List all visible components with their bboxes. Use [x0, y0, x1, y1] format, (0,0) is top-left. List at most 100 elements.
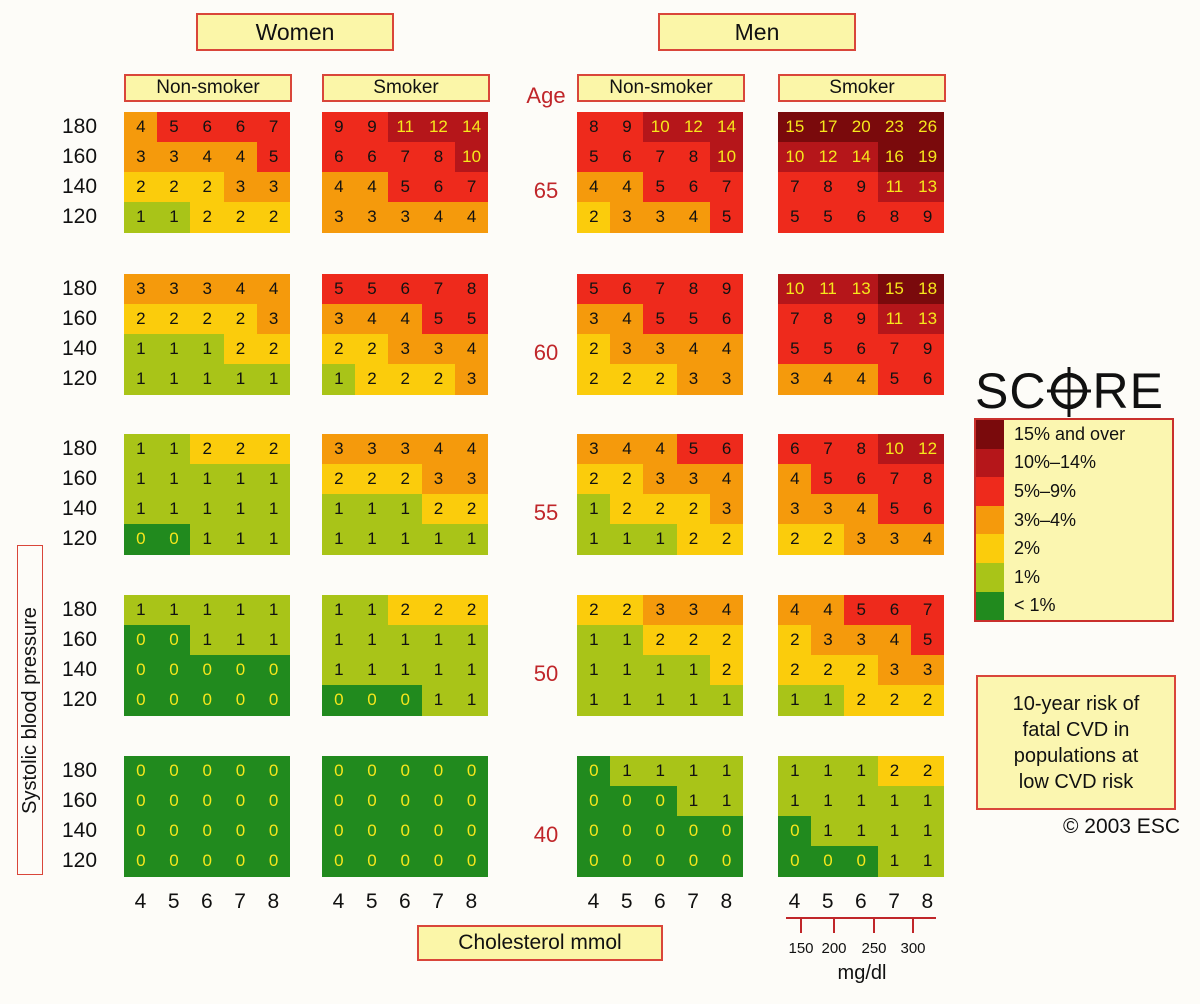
risk-cell: 4 [454, 334, 489, 365]
cholesterol-tick-label: 6 [201, 890, 213, 913]
sbp-axis-label: Systolic blood pressure [17, 545, 43, 875]
risk-cell: 9 [322, 112, 356, 143]
risk-cell: 9 [910, 334, 945, 365]
risk-cell: 2 [811, 524, 845, 555]
legend-item: 15% and over [976, 420, 1172, 449]
risk-cell: 0 [388, 786, 423, 817]
risk-cell: 1 [877, 786, 912, 817]
risk-cell: 0 [643, 816, 678, 847]
risk-cell: 2 [811, 655, 845, 686]
risk-cell: 2 [877, 685, 912, 716]
risk-cell: 2 [610, 464, 644, 495]
risk-cell: 0 [223, 816, 258, 847]
risk-cell: 4 [355, 172, 389, 203]
risk-cell: 11 [877, 304, 912, 335]
risk-cell: 5 [811, 202, 845, 233]
risk-cell: 3 [421, 334, 456, 365]
risk-cell: 1 [157, 334, 191, 365]
header-women-label: Women [255, 18, 335, 45]
risk-cell: 1 [124, 334, 158, 365]
risk-cell: 8 [454, 274, 489, 305]
risk-cell: 2 [610, 494, 644, 525]
risk-cell: 1 [643, 524, 678, 555]
sbp-tick-label: 180 [62, 598, 98, 621]
risk-cell: 3 [223, 172, 258, 203]
risk-cell: 0 [223, 655, 258, 686]
cholesterol-tick-label: 6 [855, 890, 867, 913]
risk-cell: 2 [421, 595, 456, 626]
risk-cell: 1 [709, 756, 744, 787]
risk-cell: 6 [610, 142, 644, 173]
risk-cell: 1 [190, 595, 225, 626]
risk-cell: 1 [157, 364, 191, 395]
risk-cell: 12 [811, 142, 845, 173]
risk-cell: 3 [190, 274, 225, 305]
risk-cell: 1 [610, 625, 644, 656]
risk-cell: 4 [454, 202, 489, 233]
risk-cell: 2 [676, 494, 711, 525]
risk-cell: 1 [709, 685, 744, 716]
risk-cell: 7 [256, 112, 291, 143]
risk-cell: 0 [610, 816, 644, 847]
risk-cell: 1 [454, 524, 489, 555]
sbp-tick-label: 120 [62, 367, 98, 390]
risk-cell: 0 [223, 685, 258, 716]
risk-cell: 2 [124, 172, 158, 203]
cholesterol-tick-label: 7 [432, 890, 444, 913]
risk-cell: 6 [709, 304, 744, 335]
risk-cell: 8 [811, 304, 845, 335]
risk-grid-men-nonsmoker-age-65: 8 9 10 12 14 5 6 7 8 10 4 4 5 6 7 2 3 3 4 5 [577, 112, 744, 233]
risk-cell: 1 [421, 524, 456, 555]
risk-cell: 3 [388, 334, 423, 365]
risk-cell: 5 [355, 274, 389, 305]
note-line: low CVD risk [1018, 770, 1134, 793]
sbp-tick-label: 120 [62, 527, 98, 550]
note-line: 10-year risk of [1012, 692, 1140, 715]
risk-cell: 2 [910, 685, 945, 716]
risk-cell: 0 [610, 846, 644, 877]
age-label: 40 [533, 822, 559, 847]
sbp-tick-label: 140 [62, 497, 98, 520]
risk-cell: 4 [610, 304, 644, 335]
risk-cell: 5 [577, 274, 611, 305]
risk-cell: 8 [910, 464, 945, 495]
risk-cell: 12 [676, 112, 711, 143]
cholesterol-axis-text: Cholesterol mmol [458, 931, 622, 954]
risk-cell: 1 [610, 524, 644, 555]
risk-cell: 0 [256, 685, 291, 716]
risk-cell: 4 [844, 364, 879, 395]
risk-cell: 1 [643, 655, 678, 686]
risk-cell: 1 [388, 655, 423, 686]
legend-swatch [976, 477, 1004, 506]
cholesterol-tick-label: 8 [720, 890, 733, 913]
sbp-tick-label: 160 [62, 467, 98, 490]
risk-cell: 3 [388, 434, 423, 465]
risk-cell: 3 [157, 142, 191, 173]
risk-cell: 1 [610, 655, 644, 686]
risk-cell: 10 [709, 142, 744, 173]
risk-cell: 0 [157, 846, 191, 877]
legend-label: 10%–14% [1014, 452, 1097, 473]
risk-cell: 26 [910, 112, 945, 143]
risk-cell: 4 [676, 202, 711, 233]
risk-cell: 6 [778, 434, 812, 465]
risk-cell: 3 [709, 364, 744, 395]
risk-cell: 3 [124, 274, 158, 305]
risk-cell: 3 [610, 202, 644, 233]
risk-cell: 0 [844, 846, 879, 877]
risk-cell: 14 [454, 112, 489, 143]
risk-cell: 1 [778, 685, 812, 716]
legend-item: < 1% [976, 591, 1172, 621]
risk-cell: 0 [577, 816, 611, 847]
risk-cell: 3 [643, 202, 678, 233]
risk-cell: 5 [256, 142, 291, 173]
risk-cell: 0 [322, 685, 356, 716]
risk-cell: 0 [157, 655, 191, 686]
risk-cell: 0 [190, 786, 225, 817]
risk-cell: 1 [709, 786, 744, 817]
risk-cell: 1 [124, 464, 158, 495]
risk-cell: 3 [844, 524, 879, 555]
